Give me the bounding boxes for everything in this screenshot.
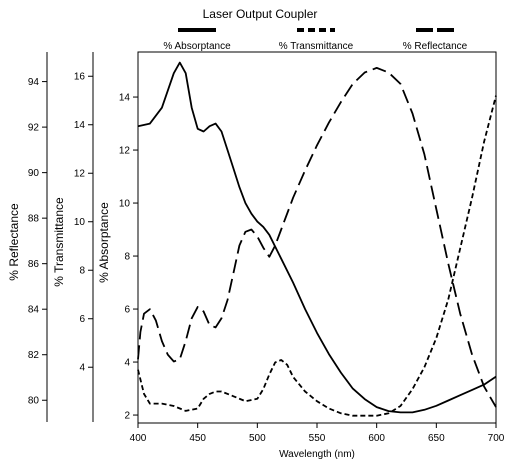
y-axis-absorptance: 2 4 6 8 10 12 14 % Absorptance [97, 93, 138, 422]
chart-title: Laser Output Coupler [203, 7, 318, 21]
y-axis-title-absorptance: % Absorptance [97, 202, 111, 283]
y-tick-label: 82 [28, 350, 40, 361]
y-tick-label: 10 [74, 217, 86, 228]
y-tick-label: 14 [119, 93, 131, 104]
y-tick-label: 14 [74, 120, 86, 131]
y-tick-label: 4 [124, 358, 130, 369]
y-tick-label: 90 [28, 168, 40, 179]
y-axis-title-reflectance: % Reflectance [7, 203, 21, 281]
y-tick-label: 92 [28, 123, 40, 134]
legend: % Absorptance % Transmittance % Reflectanc… [163, 28, 468, 52]
y-tick-label: 8 [79, 266, 85, 277]
y-tick-label: 84 [28, 305, 40, 316]
y-tick-label: 8 [124, 252, 130, 263]
y-tick-label: 80 [28, 396, 40, 407]
x-tick-label: 400 [130, 433, 147, 444]
series-line-transmittance [137, 95, 497, 417]
x-tick-label: 550 [309, 433, 326, 444]
legend-item: % Reflectance [403, 28, 468, 52]
legend-label: % Reflectance [403, 41, 468, 52]
legend-item: % Absorptance [163, 28, 231, 52]
series-line-reflectance [137, 67, 497, 408]
y-tick-label: 12 [74, 169, 86, 180]
x-tick-label: 650 [428, 433, 445, 444]
y-axis-reflectance: 80 82 84 86 88 90 92 94 % Reflectance [7, 52, 48, 422]
legend-item: % Transmittance [279, 28, 354, 52]
x-tick-label: 450 [189, 433, 206, 444]
x-axis: 400 450 500 550 600 650 700 [130, 423, 505, 444]
y-tick-label: 4 [79, 363, 85, 374]
y-tick-label: 12 [119, 146, 131, 157]
y-tick-label: 16 [74, 72, 86, 83]
legend-label: % Transmittance [279, 41, 354, 52]
x-tick-label: 600 [368, 433, 385, 444]
series-line-absorptance [137, 61, 497, 414]
legend-label: % Absorptance [163, 41, 231, 52]
y-tick-label: 2 [124, 411, 130, 422]
y-tick-label: 6 [79, 314, 85, 325]
y-tick-label: 94 [28, 77, 40, 88]
x-tick-label: 500 [249, 433, 266, 444]
y-axis-title-transmittance: % Transmittance [52, 197, 66, 287]
y-tick-label: 86 [28, 259, 40, 270]
series-layer [137, 61, 497, 417]
y-tick-label: 6 [124, 305, 130, 316]
y-tick-label: 88 [28, 214, 40, 225]
y-axis-transmittance: 4 6 8 10 12 14 16 % Transmittance [52, 52, 94, 422]
x-axis-title: Wavelength (nm) [279, 449, 355, 460]
x-tick-label: 700 [488, 433, 505, 444]
y-tick-label: 10 [119, 199, 131, 210]
